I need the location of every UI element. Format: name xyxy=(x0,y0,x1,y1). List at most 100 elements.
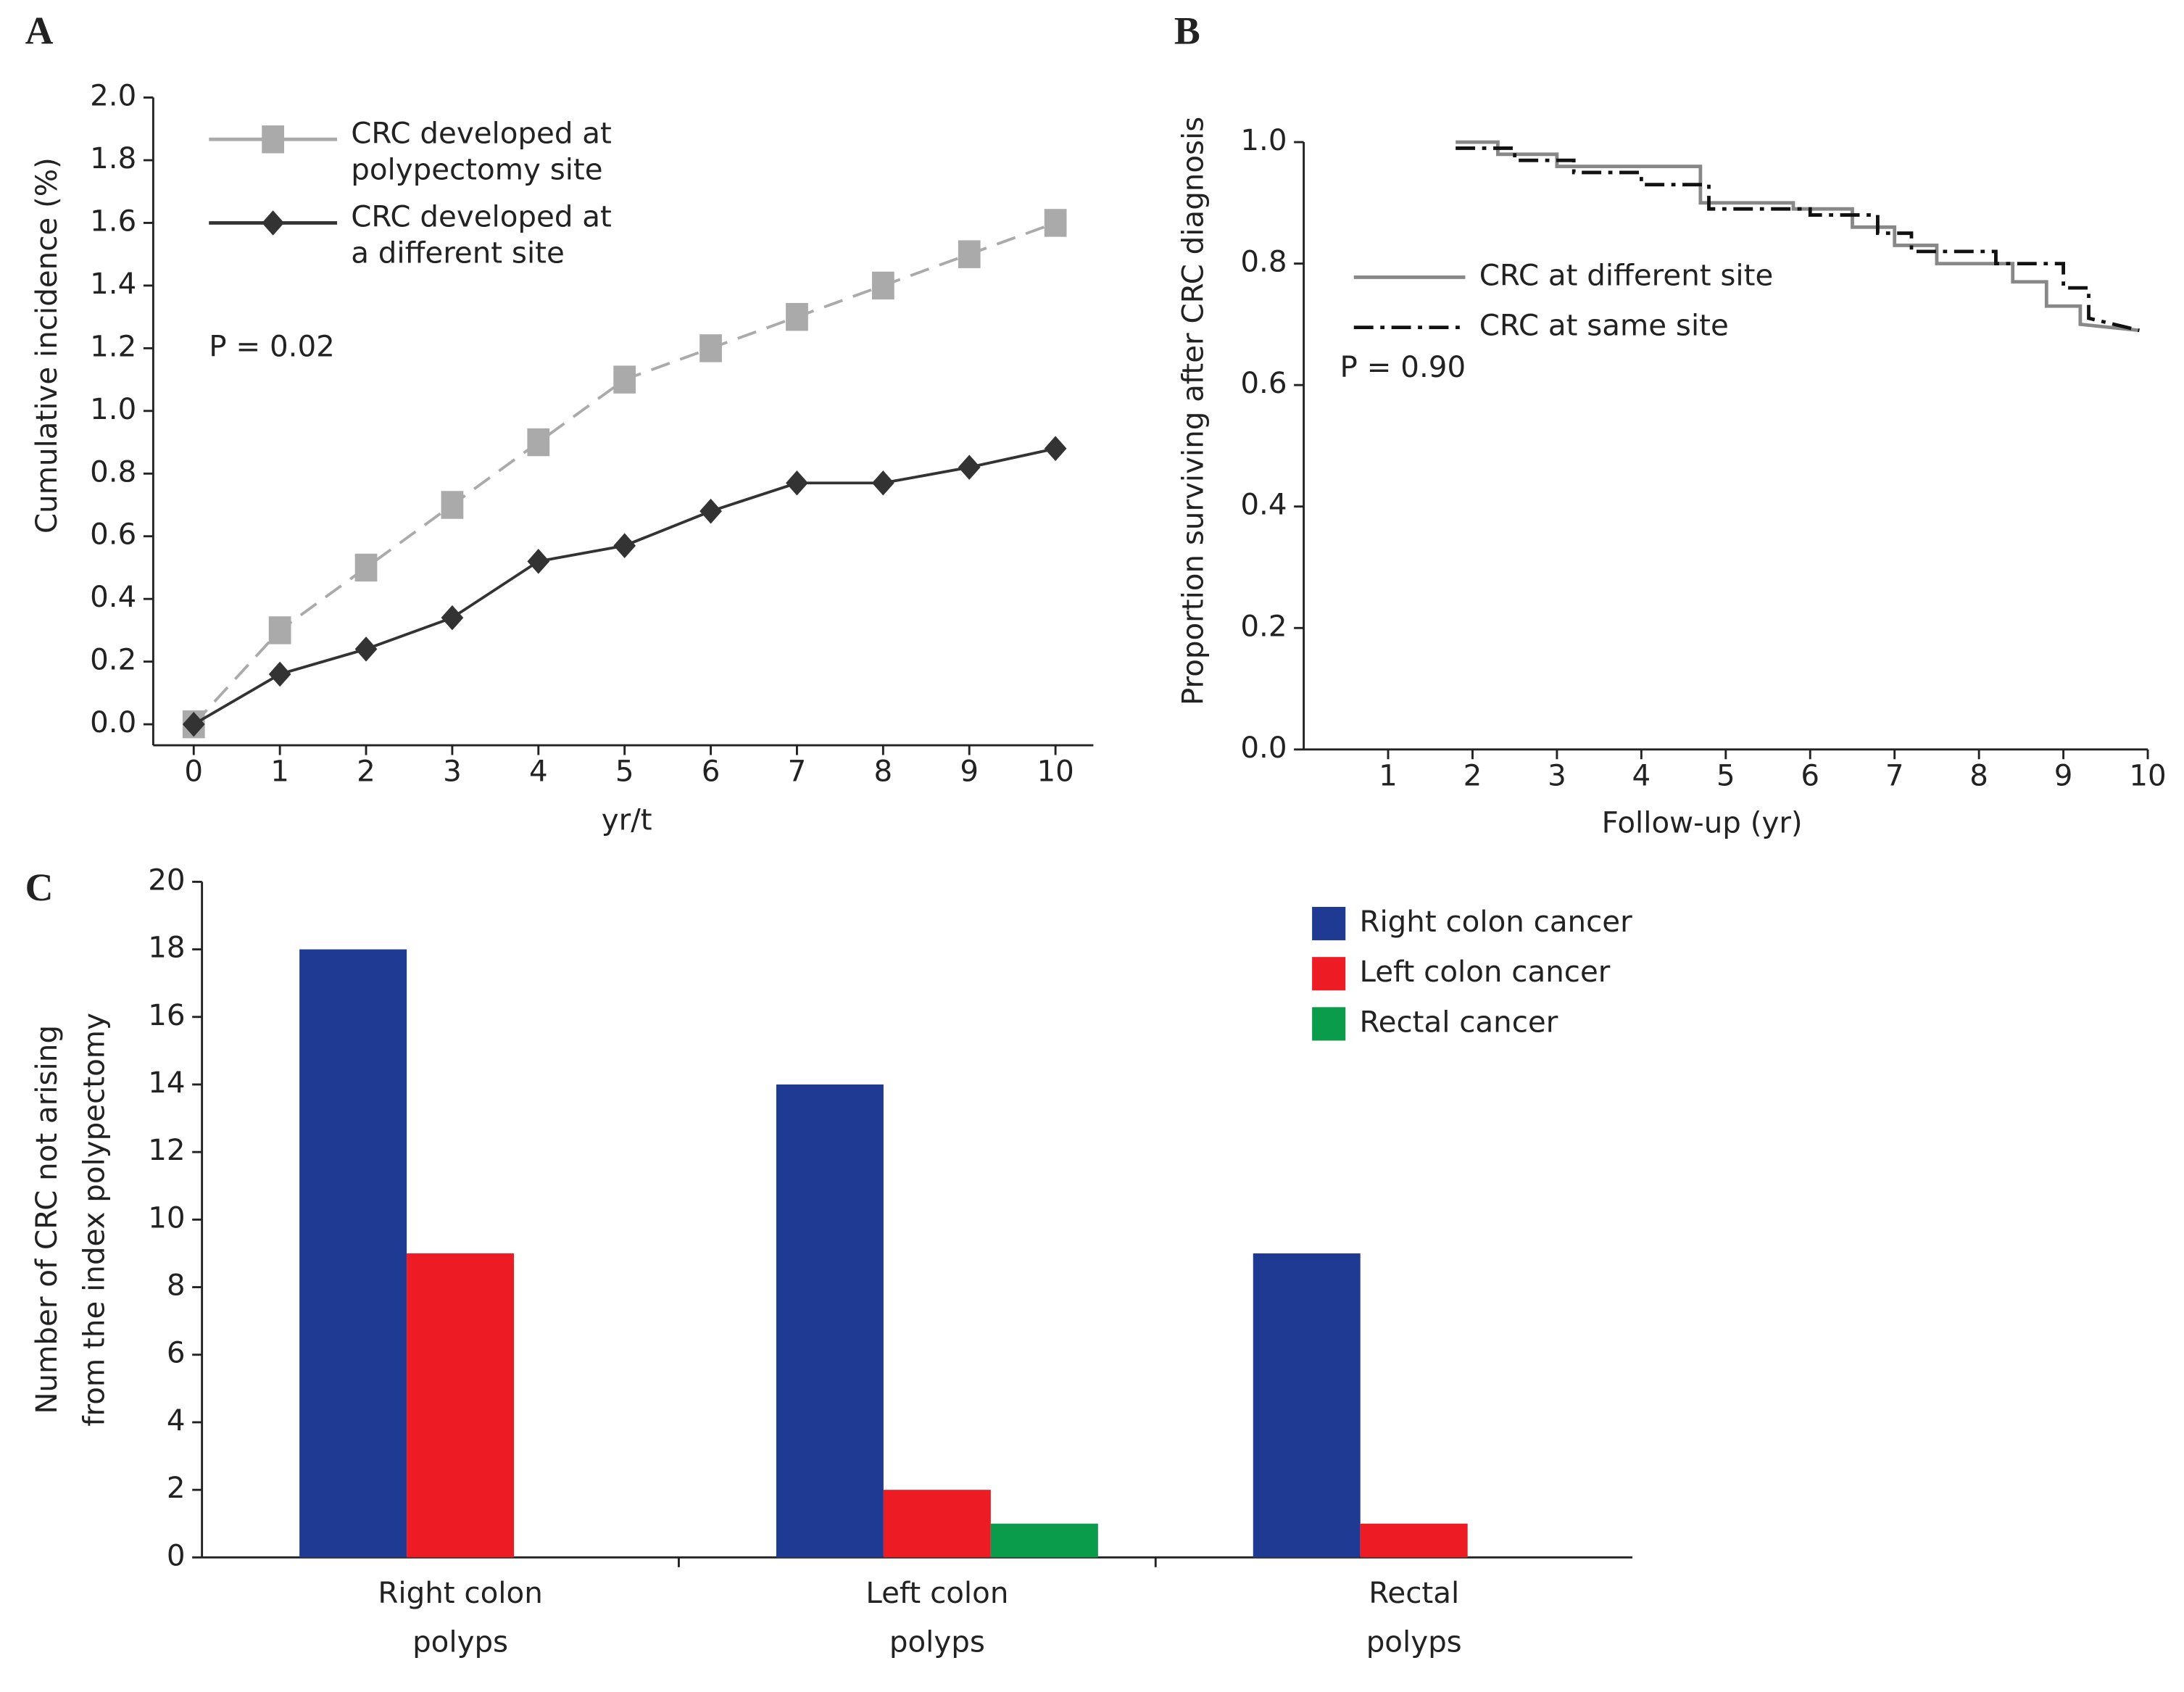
x-tick-label: 1 xyxy=(1379,758,1398,792)
y-tick-label: 6 xyxy=(167,1336,186,1370)
panel-label: A xyxy=(25,9,54,52)
x-axis-label: yr/t xyxy=(602,803,652,837)
y-tick-label: 0.2 xyxy=(90,643,136,677)
legend-marker xyxy=(262,125,284,154)
y-tick-label: 10 xyxy=(148,1200,185,1235)
marker xyxy=(1044,436,1067,461)
legend-label: CRC developed at polypectomy site xyxy=(351,116,612,186)
y-tick-label: 4 xyxy=(167,1403,186,1438)
legend-label: Left colon cancer xyxy=(1359,955,1610,989)
x-tick-label: 5 xyxy=(1716,758,1735,792)
legend-label: CRC at different site xyxy=(1479,258,1774,292)
bar xyxy=(776,1084,884,1558)
marker xyxy=(871,470,894,496)
y-tick-label: 1.0 xyxy=(90,392,136,426)
x-tick-label: 2 xyxy=(357,755,375,789)
x-tick-label: 9 xyxy=(960,755,979,789)
marker xyxy=(786,302,808,331)
y-tick-label: 0.6 xyxy=(90,518,136,552)
x-tick-label: 10 xyxy=(2129,758,2166,792)
x-tick-label: 4 xyxy=(1632,758,1651,792)
y-tick-label: 1.0 xyxy=(1240,123,1287,157)
series-line xyxy=(1456,140,2140,333)
x-tick-label: 1 xyxy=(270,755,289,789)
bar xyxy=(407,1253,515,1558)
y-tick-label: 0.8 xyxy=(90,455,136,489)
y-tick-label: 1.6 xyxy=(90,204,136,238)
x-tick-label: 3 xyxy=(443,755,462,789)
y-tick-label: 1.2 xyxy=(90,329,136,363)
x-axis-label: Follow-up (yr) xyxy=(1602,806,1803,840)
y-axis-label: Proportion surviving after CRC diagnosis xyxy=(1176,117,1211,705)
x-tick-label: 6 xyxy=(1801,758,1819,792)
y-tick-label: 0.4 xyxy=(90,580,136,614)
legend-marker xyxy=(262,210,284,236)
y-tick-label: 20 xyxy=(148,863,185,897)
y-tick-label: 0.2 xyxy=(1240,609,1287,643)
x-tick-label: 5 xyxy=(615,755,634,789)
x-tick-label: 7 xyxy=(1885,758,1904,792)
y-tick-label: 1.8 xyxy=(90,141,136,175)
x-tick-label: 7 xyxy=(788,755,807,789)
y-tick-label: 0.0 xyxy=(90,705,136,739)
y-tick-label: 0.0 xyxy=(1240,731,1287,765)
y-tick-label: 2.0 xyxy=(90,79,136,113)
legend-label: Rectal cancer xyxy=(1359,1005,1558,1039)
marker xyxy=(613,533,636,559)
legend-label: CRC at same site xyxy=(1479,309,1729,343)
panel-label: C xyxy=(25,866,54,909)
bar xyxy=(883,1490,991,1558)
x-tick-label: Left colon polyps xyxy=(865,1576,1008,1659)
x-tick-label: 9 xyxy=(2054,758,2073,792)
annotation: P = 0.02 xyxy=(209,329,335,363)
marker xyxy=(699,334,722,362)
legend-label: Right colon cancer xyxy=(1359,905,1632,939)
bar xyxy=(1253,1253,1361,1558)
bar xyxy=(1360,1523,1468,1558)
y-tick-label: 0.4 xyxy=(1240,488,1287,522)
y-axis-label: Cumulative incidence (%) xyxy=(30,157,64,534)
bar xyxy=(990,1523,1098,1558)
y-tick-label: 8 xyxy=(167,1269,186,1303)
y-tick-label: 1.4 xyxy=(90,267,136,301)
marker xyxy=(182,711,205,737)
marker xyxy=(441,605,464,631)
y-tick-label: 0.8 xyxy=(1240,245,1287,279)
x-tick-label: 10 xyxy=(1037,755,1074,789)
y-axis-label: Number of CRC not arising xyxy=(30,1025,64,1414)
x-tick-label: 3 xyxy=(1548,758,1566,792)
y-tick-label: 0.6 xyxy=(1240,366,1287,400)
marker xyxy=(786,470,808,496)
x-tick-label: 0 xyxy=(184,755,203,789)
bar xyxy=(299,949,407,1558)
marker xyxy=(527,549,550,574)
legend-swatch xyxy=(1312,906,1346,941)
x-tick-label: 6 xyxy=(702,755,721,789)
marker xyxy=(1044,209,1067,237)
x-tick-label: 8 xyxy=(1969,758,1988,792)
x-tick-label: 8 xyxy=(874,755,893,789)
x-tick-label: Right colon polyps xyxy=(378,1576,542,1659)
y-tick-label: 14 xyxy=(148,1066,185,1100)
marker xyxy=(354,636,378,662)
x-tick-label: 2 xyxy=(1463,758,1482,792)
legend-swatch xyxy=(1312,1007,1346,1041)
marker xyxy=(958,240,981,268)
series-line xyxy=(1456,146,2140,333)
x-tick-label: Rectal polyps xyxy=(1366,1576,1462,1659)
y-tick-label: 18 xyxy=(148,931,185,965)
series-line xyxy=(193,447,1056,726)
panel-label: B xyxy=(1174,9,1200,52)
series-line xyxy=(192,221,1056,726)
legend-label: CRC developed at a different site xyxy=(351,200,612,270)
y-tick-label: 2 xyxy=(167,1471,186,1505)
x-tick-label: 4 xyxy=(529,755,548,789)
marker xyxy=(268,616,291,644)
marker xyxy=(699,498,722,524)
y-axis-label: from the index polypectomy xyxy=(78,1013,112,1427)
legend-swatch xyxy=(1312,957,1346,991)
marker xyxy=(441,491,464,519)
marker xyxy=(958,455,981,480)
